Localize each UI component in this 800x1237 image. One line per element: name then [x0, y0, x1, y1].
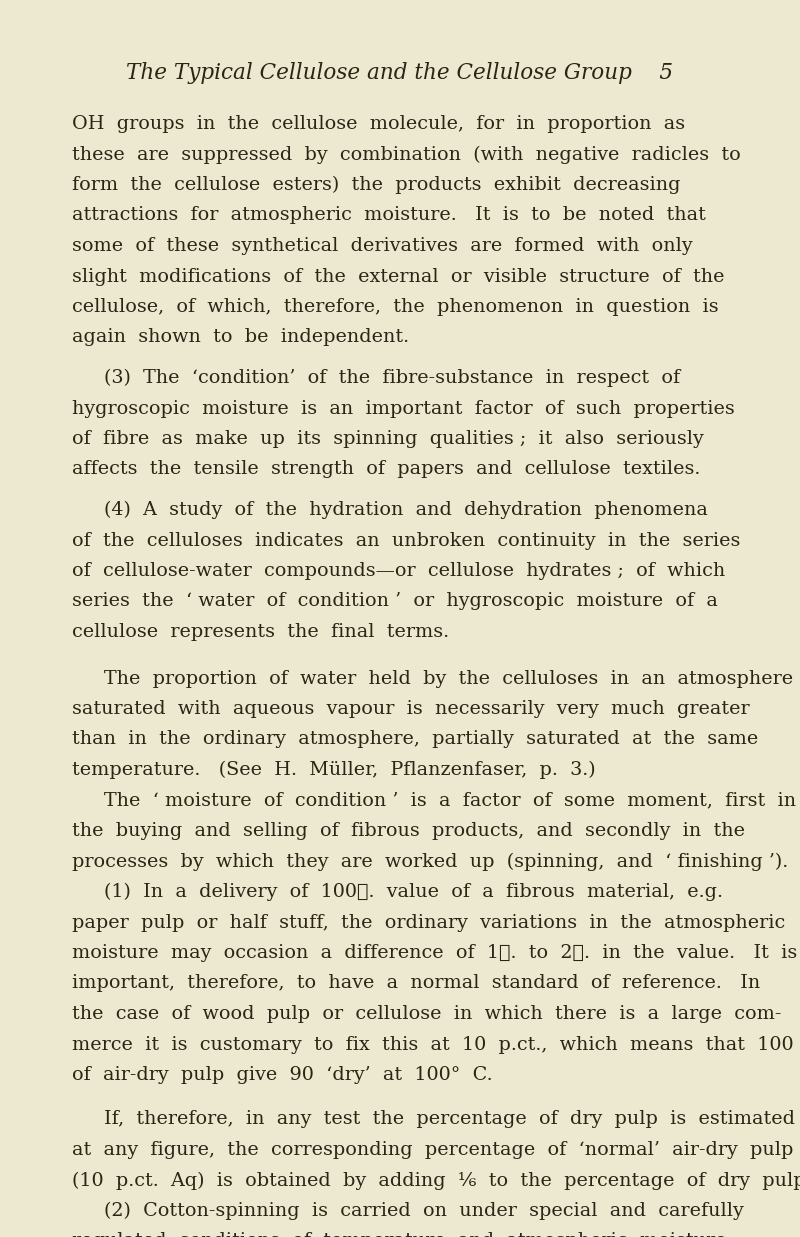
Text: these  are  suppressed  by  combination  (with  negative  radicles  to: these are suppressed by combination (wit… — [72, 146, 741, 163]
Text: (10  p.ct.  Aq)  is  obtained  by  adding  ⅙  to  the  percentage  of  dry  pulp: (10 p.ct. Aq) is obtained by adding ⅙ to… — [72, 1171, 800, 1190]
Text: The  ‘ moisture  of  condition ’  is  a  factor  of  some  moment,  first  in: The ‘ moisture of condition ’ is a facto… — [104, 792, 796, 809]
Text: of  air-dry  pulp  give  90  ‘dry’  at  100°  C.: of air-dry pulp give 90 ‘dry’ at 100° C. — [72, 1066, 493, 1084]
Text: of  cellulose-water  compounds—or  cellulose  hydrates ;  of  which: of cellulose-water compounds—or cellulos… — [72, 562, 726, 580]
Text: OH  groups  in  the  cellulose  molecule,  for  in  proportion  as: OH groups in the cellulose molecule, for… — [72, 115, 685, 134]
Text: regulated  conditions  of  temperature  and  atmospheric  moisture,: regulated conditions of temperature and … — [72, 1232, 733, 1237]
Text: moisture  may  occasion  a  difference  of  1ℓ.  to  2ℓ.  in  the  value.   It  : moisture may occasion a difference of 1ℓ… — [72, 944, 798, 962]
Text: processes  by  which  they  are  worked  up  (spinning,  and  ‘ finishing ’).: processes by which they are worked up (s… — [72, 852, 788, 871]
Text: (1)  In  a  delivery  of  100ℓ.  value  of  a  fibrous  material,  e.g.: (1) In a delivery of 100ℓ. value of a fi… — [104, 883, 723, 902]
Text: The  proportion  of  water  held  by  the  celluloses  in  an  atmosphere: The proportion of water held by the cell… — [104, 669, 793, 688]
Text: temperature.   (See  H.  Müller,  Pflanzenfaser,  p.  3.): temperature. (See H. Müller, Pflanzenfas… — [72, 761, 596, 779]
Text: slight  modifications  of  the  external  or  visible  structure  of  the: slight modifications of the external or … — [72, 267, 725, 286]
Text: saturated  with  aqueous  vapour  is  necessarily  very  much  greater: saturated with aqueous vapour is necessa… — [72, 700, 750, 717]
Text: affects  the  tensile  strength  of  papers  and  cellulose  textiles.: affects the tensile strength of papers a… — [72, 460, 700, 479]
Text: (4)  A  study  of  the  hydration  and  dehydration  phenomena: (4) A study of the hydration and dehydra… — [104, 501, 708, 520]
Text: again  shown  to  be  independent.: again shown to be independent. — [72, 329, 409, 346]
Text: attractions  for  atmospheric  moisture.   It  is  to  be  noted  that: attractions for atmospheric moisture. It… — [72, 207, 706, 224]
Text: at  any  figure,  the  corresponding  percentage  of  ‘normal’  air-dry  pulp: at any figure, the corresponding percent… — [72, 1141, 794, 1159]
Text: The Typical Cellulose and the Cellulose Group    5: The Typical Cellulose and the Cellulose … — [126, 62, 674, 84]
Text: of  fibre  as  make  up  its  spinning  qualities ;  it  also  seriously: of fibre as make up its spinning qualiti… — [72, 430, 704, 448]
Text: hygroscopic  moisture  is  an  important  factor  of  such  properties: hygroscopic moisture is an important fac… — [72, 400, 734, 418]
Text: If,  therefore,  in  any  test  the  percentage  of  dry  pulp  is  estimated: If, therefore, in any test the percentag… — [104, 1111, 795, 1128]
Text: important,  therefore,  to  have  a  normal  standard  of  reference.   In: important, therefore, to have a normal s… — [72, 975, 760, 992]
Text: the  buying  and  selling  of  fibrous  products,  and  secondly  in  the: the buying and selling of fibrous produc… — [72, 823, 745, 840]
Text: than  in  the  ordinary  atmosphere,  partially  saturated  at  the  same: than in the ordinary atmosphere, partial… — [72, 731, 758, 748]
Text: (2)  Cotton-spinning  is  carried  on  under  special  and  carefully: (2) Cotton-spinning is carried on under … — [104, 1202, 744, 1220]
Text: cellulose  represents  the  final  terms.: cellulose represents the final terms. — [72, 623, 449, 641]
Text: the  case  of  wood  pulp  or  cellulose  in  which  there  is  a  large  com-: the case of wood pulp or cellulose in wh… — [72, 1004, 782, 1023]
Text: of  the  celluloses  indicates  an  unbroken  continuity  in  the  series: of the celluloses indicates an unbroken … — [72, 532, 740, 549]
Text: paper  pulp  or  half  stuff,  the  ordinary  variations  in  the  atmospheric: paper pulp or half stuff, the ordinary v… — [72, 913, 786, 931]
Text: (3)  The  ‘condition’  of  the  fibre-substance  in  respect  of: (3) The ‘condition’ of the fibre-substan… — [104, 369, 680, 387]
Text: series  the  ‘ water  of  condition ’  or  hygroscopic  moisture  of  a: series the ‘ water of condition ’ or hyg… — [72, 593, 718, 611]
Text: some  of  these  synthetical  derivatives  are  formed  with  only: some of these synthetical derivatives ar… — [72, 238, 693, 255]
Text: cellulose,  of  which,  therefore,  the  phenomenon  in  question  is: cellulose, of which, therefore, the phen… — [72, 298, 718, 315]
Text: form  the  cellulose  esters)  the  products  exhibit  decreasing: form the cellulose esters) the products … — [72, 176, 681, 194]
Text: merce  it  is  customary  to  fix  this  at  10  p.ct.,  which  means  that  100: merce it is customary to fix this at 10 … — [72, 1035, 794, 1054]
